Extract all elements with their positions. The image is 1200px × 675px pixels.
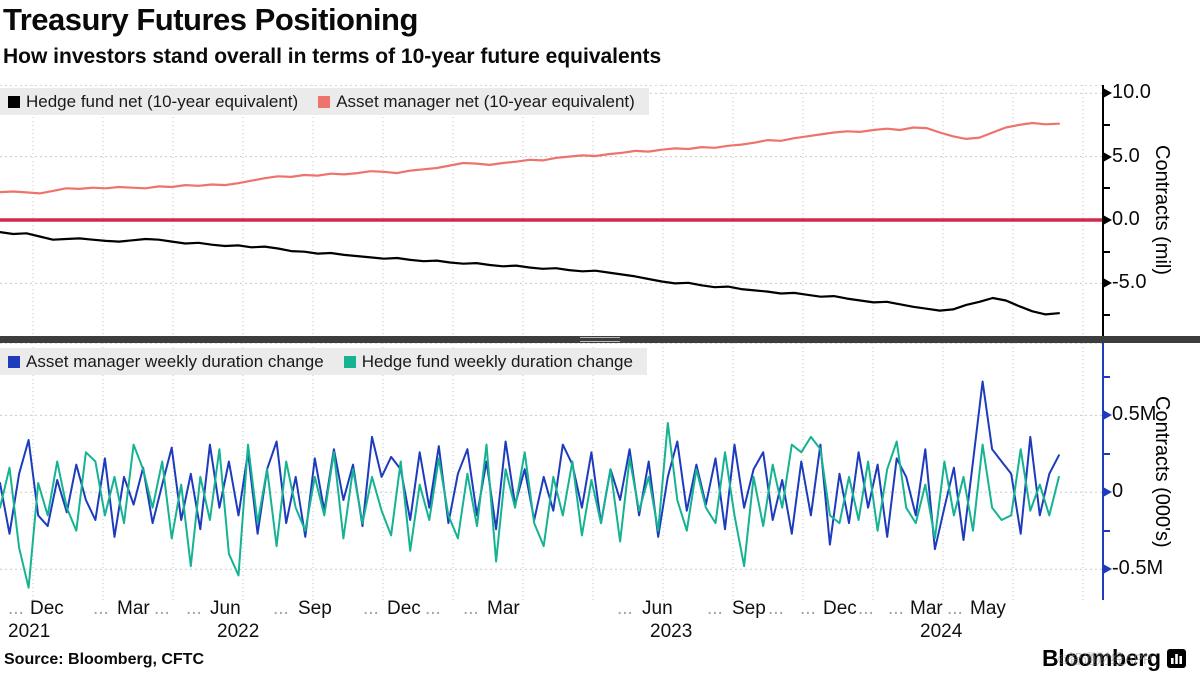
y-tick-label: 0.5M [1112,403,1157,426]
x-axis-month-label: May [970,598,1006,619]
legend-label: Asset manager net (10-year equivalent) [336,91,635,111]
x-axis-ellipsis: ... [186,598,202,619]
top-panel-legend: Hedge fund net (10-year equivalent) Asse… [0,88,649,115]
hedge-fund-net-swatch [8,95,20,108]
y-axis-line [1102,343,1104,600]
top-axis-title: Contracts (mil) [1151,145,1173,276]
bloomberg-wordmark: Bloomberg [1042,645,1161,671]
top-panel-plot [0,85,1103,336]
x-axis-month-label: Dec [823,598,857,619]
bloomberg-terminal-icon [1166,649,1186,668]
x-axis-year-label: 2024 [920,621,963,642]
watermark: ©智通财经APP [1058,651,1153,667]
x-axis-year-label: 2022 [217,621,260,642]
x-axis-month-label: Jun [642,598,673,619]
y-tick-major [1103,215,1112,225]
legend-label: Asset manager weekly duration change [26,351,324,371]
page-title: Treasury Futures Positioning [3,2,418,37]
y-tick-major [1103,88,1112,99]
x-axis-ellipsis: ... [947,598,963,619]
y-tick-major [1103,278,1112,289]
x-axis-month-label: Mar [117,598,150,619]
legend-label: Hedge fund weekly duration change [361,351,633,371]
x-axis-ellipsis: ... [363,598,379,619]
y-tick-label: 5.0 [1112,144,1140,167]
x-axis-ellipsis: ... [858,598,874,619]
y-tick-major [1103,410,1112,421]
x-axis-month-label: Sep [732,598,766,619]
x-axis-ellipsis: ... [93,598,109,619]
x-axis-ellipsis: ... [8,598,24,619]
y-tick-major [1103,487,1112,498]
x-axis-ellipsis: ... [707,598,723,619]
y-tick-minor [1103,375,1110,378]
y-tick-minor [1103,452,1110,455]
y-tick-major [1103,151,1112,162]
legend-item-hedge-fund-weekly: Hedge fund weekly duration change [343,351,633,372]
x-axis-month-label: Jun [210,598,241,619]
x-axis-year-label: 2023 [650,621,693,642]
x-axis-ellipsis: ... [617,598,633,619]
y-tick-minor [1103,529,1110,532]
legend-item-asset-manager-weekly: Asset manager weekly duration change [8,352,324,372]
y-tick-label: -0.5M [1112,557,1164,580]
y-tick-minor [1103,123,1110,126]
x-axis-ellipsis: ... [768,598,784,619]
legend-item-asset-manager-net: Asset manager net (10-year equivalent) [318,92,635,112]
y-axis-line [1102,85,1104,336]
divider-drag-handle-icon[interactable] [580,337,620,342]
y-tick-label: 10.0 [1112,81,1151,104]
x-axis-ellipsis: ... [425,598,441,619]
bloomberg-logo: Bloomberg [1042,645,1186,672]
y-tick-label: -5.0 [1112,271,1147,294]
y-tick-label: 0 [1112,480,1124,503]
legend-label: Hedge fund net (10-year equivalent) [26,91,299,111]
hedge-fund-weekly-swatch [343,355,356,368]
panel-divider [0,336,1200,343]
y-tick-minor [1103,314,1110,317]
x-axis-ellipsis: ... [273,598,289,619]
legend-item-hedge-fund-net: Hedge fund net (10-year equivalent) [8,92,298,112]
bottom-axis-title: Contracts (000's) [1151,395,1173,548]
x-axis-ellipsis: ... [154,598,170,619]
x-axis-year-label: 2021 [8,621,51,642]
y-tick-minor [1103,250,1110,253]
y-tick-minor [1103,187,1110,190]
x-axis-month-label: Mar [487,598,520,619]
bottom-panel-plot [0,343,1103,600]
x-axis-month-label: Dec [30,598,64,619]
source-note: Source: Bloomberg, CFTC [4,651,205,668]
x-axis-month-label: Dec [387,598,421,619]
bottom-panel-legend: Asset manager weekly duration change Hed… [0,348,647,375]
x-axis-ellipsis: ... [800,598,816,619]
asset-manager-weekly-swatch [8,355,20,368]
x-axis-ellipsis: ... [888,598,904,619]
x-axis-ellipsis: ... [463,598,479,619]
page-subtitle: How investors stand overall in terms of … [3,45,662,68]
x-axis-month-label: Sep [298,598,332,619]
y-tick-major [1103,564,1112,575]
y-tick-label: 0.0 [1112,208,1140,231]
x-axis-month-label: Mar [910,598,943,619]
asset-manager-net-swatch [318,95,331,108]
